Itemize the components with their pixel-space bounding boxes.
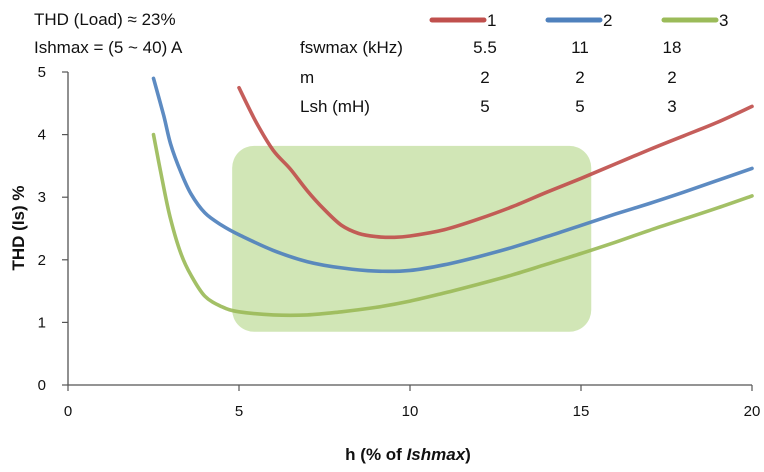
series-lines (151, 76, 754, 318)
param-value-cell: 11 (571, 38, 589, 57)
param-row-label: Lsh (mH) (300, 97, 370, 116)
param-value-cell: 5 (575, 97, 584, 116)
legend-label-2: 2 (603, 11, 612, 30)
annotation-thd-load: THD (Load) ≈ 23% (34, 10, 176, 29)
x-tick-label: 0 (64, 403, 72, 420)
series-1-line (237, 85, 754, 240)
x-axis-title-main: h (% of (345, 445, 406, 464)
series-2-line (151, 76, 754, 274)
highlight-region (232, 145, 592, 332)
params-table: fswmax (kHz) 5.5 11 18 m 2 2 2 Lsh (mH) 5 5 3 (300, 38, 681, 116)
y-axis-title: THD (Is) % (9, 186, 28, 271)
y-tick-label: 1 (38, 314, 46, 331)
y-tick-label: 4 (38, 127, 46, 144)
axes: 0 1 2 3 4 5 0 5 10 15 20 (38, 64, 761, 420)
y-tick-label: 5 (38, 64, 46, 81)
y-tick-label: 0 (38, 377, 46, 394)
x-tick-label: 20 (744, 403, 761, 420)
legend-label-1: 1 (487, 11, 496, 30)
param-value-cell: 5 (480, 97, 489, 116)
x-axis-title-italic: Ishmax (407, 445, 467, 464)
x-axis-title-suffix: ) (465, 445, 471, 464)
y-tick-label: 2 (38, 252, 46, 269)
x-axis-title: h (% of Ishmax) (345, 445, 471, 464)
param-row-label: fswmax (kHz) (300, 38, 403, 57)
x-tick-label: 15 (573, 403, 590, 420)
legend-label-3: 3 (719, 11, 728, 30)
series-3-line (151, 132, 754, 318)
x-tick-label: 5 (235, 403, 243, 420)
param-value-cell: 18 (663, 38, 682, 57)
legend: 1 2 3 (429, 11, 728, 30)
param-value-cell: 5.5 (473, 38, 497, 57)
y-tick-label: 3 (38, 189, 46, 206)
annotation-ishmax: Ishmax = (5 ~ 40) A (34, 38, 183, 57)
param-value-cell: 2 (575, 68, 584, 87)
param-value-cell: 2 (667, 68, 676, 87)
param-value-cell: 2 (480, 68, 489, 87)
param-value-cell: 3 (667, 97, 676, 116)
param-row-label: m (300, 68, 314, 87)
x-tick-label: 10 (402, 403, 419, 420)
